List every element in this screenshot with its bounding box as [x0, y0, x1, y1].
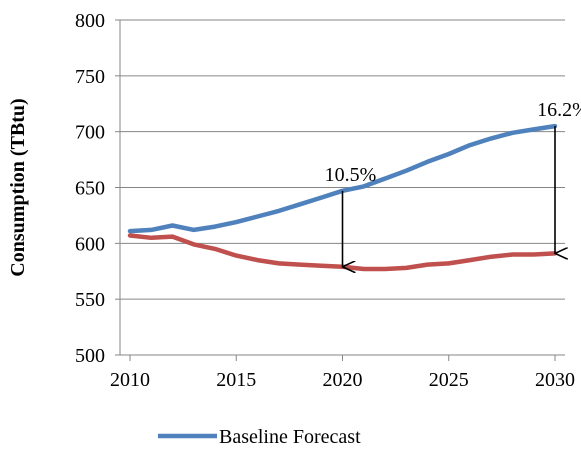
y-tick-labels: 500 550 600 650 700 750 800 [75, 10, 105, 367]
y-tick-label-650: 650 [75, 178, 105, 200]
y-tick-label-700: 700 [75, 122, 105, 144]
x-tick-label-2010: 2010 [110, 369, 150, 391]
legend: Baseline Forecast [158, 426, 361, 448]
x-tick-labels: 2010 2015 2020 2025 2030 [110, 369, 575, 391]
annotation-label-1: 10.5% [325, 164, 377, 186]
y-tick-label-550: 550 [75, 289, 105, 311]
y-tick-label-600: 600 [75, 233, 105, 255]
x-tick-label-2025: 2025 [429, 369, 469, 391]
x-tick-label-2015: 2015 [216, 369, 256, 391]
x-tick-label-2030: 2030 [535, 369, 575, 391]
x-tick-label-2020: 2020 [323, 369, 363, 391]
annotations: 10.5% 16.2% [325, 99, 581, 267]
y-tick-label-750: 750 [75, 66, 105, 88]
y-tick-label-800: 800 [75, 10, 105, 32]
series-line-baseline-forecast [127, 123, 558, 234]
y-tick-label-500: 500 [75, 345, 105, 367]
annotation-label-2: 16.2% [537, 99, 581, 121]
legend-label-1: Baseline Forecast [219, 426, 361, 448]
y-axis-label: Consumption (TBtu) [7, 98, 29, 276]
axes [115, 19, 565, 361]
